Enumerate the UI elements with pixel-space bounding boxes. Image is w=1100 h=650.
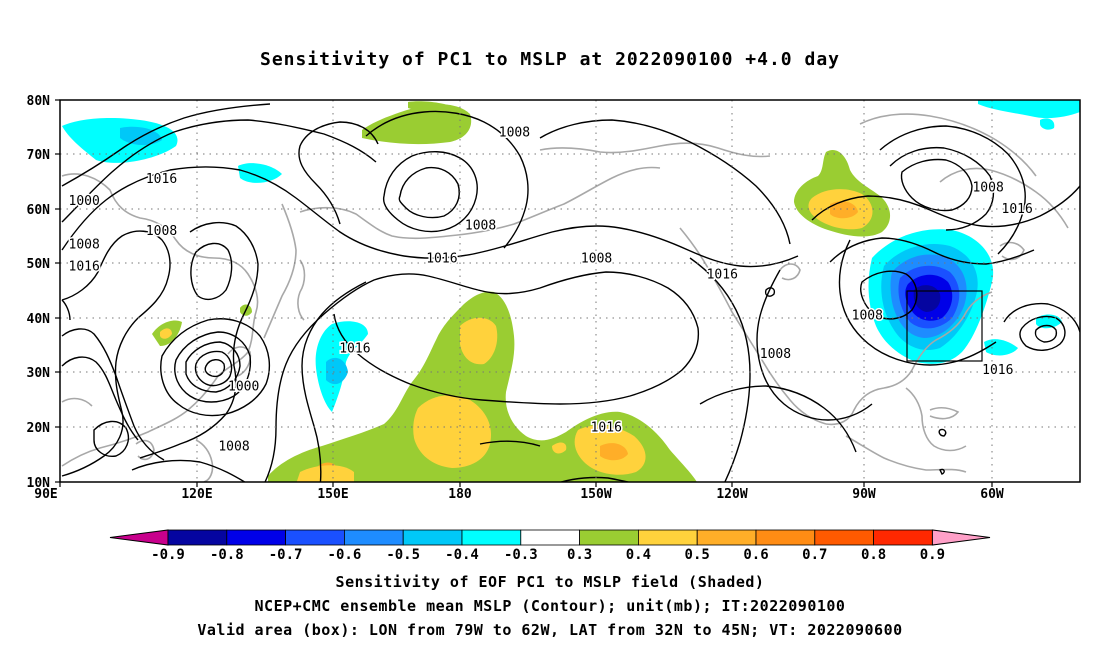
- colorbar-swatch: [520, 529, 580, 546]
- contour-label: 1016: [69, 259, 100, 274]
- colorbar-tick-label: 0.8: [861, 547, 886, 563]
- lon-label: 90E: [34, 487, 57, 502]
- contour-label: 1016: [982, 363, 1013, 378]
- colorbar-high-arrow: [931, 529, 991, 546]
- lat-label: 80N: [27, 94, 51, 109]
- colorbar-tick-label: -0.6: [328, 547, 362, 563]
- colorbar-swatch: [755, 529, 816, 546]
- positive-sensitivity-area: [296, 465, 354, 482]
- contour-label: 1016: [426, 251, 457, 266]
- contour-label: 1016: [146, 172, 177, 187]
- footer-line-2: NCEP+CMC ensemble mean MSLP (Contour); u…: [254, 597, 846, 615]
- valid-area-box: [906, 290, 983, 362]
- sensitivity-shading: [62, 100, 1080, 482]
- colorbar-swatch: [343, 529, 404, 546]
- colorbar-swatch: [461, 529, 522, 546]
- axis-ticks: [55, 99, 993, 487]
- negative-sensitivity-area: [326, 357, 348, 385]
- colorbar-tick-label: 0.9: [920, 547, 945, 563]
- lon-label: 60W: [980, 487, 1004, 502]
- contour-label: 1016: [591, 420, 622, 435]
- map-frame: [59, 99, 1081, 483]
- lat-label: 50N: [27, 257, 51, 272]
- colorbar-tick-label: -0.7: [269, 547, 303, 563]
- colorbar-tick-label: -0.4: [445, 547, 479, 563]
- contour-label: 1000: [228, 380, 259, 395]
- lat-label: 30N: [27, 366, 51, 381]
- colorbar-swatch: [226, 529, 287, 546]
- negative-sensitivity-area: [238, 163, 282, 183]
- negative-sensitivity-area: [978, 100, 1080, 119]
- colorbar-swatch: [873, 529, 933, 546]
- lon-label: 120W: [716, 487, 747, 502]
- colorbar-tick-label: -0.9: [151, 547, 185, 563]
- colorbar-swatch: [402, 529, 463, 546]
- lon-label: 180: [448, 487, 472, 502]
- footer-line-3: Valid area (box): LON from 79W to 62W, L…: [197, 621, 903, 639]
- latitude-labels: 80N 70N 60N 50N 40N 30N 20N 10N: [27, 94, 51, 491]
- lon-label: 150E: [317, 487, 348, 502]
- map-title: Sensitivity of PC1 to MSLP at 2022090100…: [259, 49, 840, 70]
- contour-label: 1008: [499, 126, 530, 141]
- contour-label: 1016: [707, 268, 738, 283]
- lat-lon-grid: [60, 100, 1080, 482]
- positive-sensitivity-area: [830, 201, 858, 219]
- contour-label: 1016: [1079, 295, 1100, 310]
- colorbar-swatch: [167, 529, 228, 546]
- colorbar-low-arrow: [109, 529, 169, 546]
- colorbar-tick-label: 0.6: [743, 547, 768, 563]
- contour-label: 1008: [760, 347, 791, 362]
- negative-sensitivity-area: [1040, 118, 1055, 130]
- lat-label: 20N: [27, 421, 51, 436]
- contour-label: 1000: [69, 194, 100, 209]
- lat-label: 60N: [27, 203, 51, 218]
- contour-label: 1008: [972, 180, 1003, 195]
- contour-label: 1008: [218, 440, 249, 455]
- colorbar-tick-label: -0.3: [504, 547, 538, 563]
- lat-label: 70N: [27, 148, 51, 163]
- positive-sensitivity-area: [362, 104, 472, 145]
- colorbar-tick-label: 0.3: [567, 547, 592, 563]
- colorbar-swatch: [579, 529, 639, 546]
- contour-label: 1016: [1002, 202, 1033, 217]
- negative-sensitivity-area: [984, 339, 1018, 356]
- positive-sensitivity-area: [408, 101, 456, 111]
- colorbar-swatch: [638, 529, 698, 546]
- contour-label: 1008: [465, 219, 496, 234]
- lon-label: 150W: [580, 487, 611, 502]
- coastlines: [61, 113, 1069, 482]
- positive-sensitivity-area: [600, 443, 628, 461]
- colorbar-tick-label: 0.5: [685, 547, 710, 563]
- positive-sensitivity-area: [413, 395, 492, 468]
- lat-label: 10N: [27, 476, 51, 491]
- negative-sensitivity-area: [913, 285, 941, 312]
- colorbar-swatch: [814, 529, 874, 546]
- colorbar-tick-label: -0.5: [386, 547, 420, 563]
- colorbar-tick-label: 0.7: [802, 547, 827, 563]
- mslp-contours: [61, 103, 1080, 482]
- contour-label: 1016: [339, 341, 370, 356]
- positive-sensitivity-area: [160, 328, 172, 339]
- contour-label: 1008: [146, 224, 177, 239]
- colorbar-tick-label: 0.4: [626, 547, 651, 563]
- longitude-labels: 90E 120E 150E 180 150W 120W 90W 60W: [34, 487, 1004, 502]
- colorbar-swatch: [285, 529, 345, 546]
- contour-label: 1008: [581, 251, 612, 266]
- contour-label: 1008: [852, 309, 883, 324]
- lat-label: 40N: [27, 312, 51, 327]
- lon-label: 90W: [852, 487, 876, 502]
- positive-sensitivity-area: [460, 317, 498, 365]
- contour-label: 1008: [69, 238, 100, 253]
- colorbar: -0.9 -0.8 -0.7 -0.6 -0.5 -0.4 -0.3 0.3 0.4 0.5 0.6…: [109, 529, 991, 563]
- colorbar-swatch: [696, 529, 757, 546]
- lon-label: 120E: [181, 487, 212, 502]
- colorbar-tick-label: -0.8: [210, 547, 244, 563]
- positive-sensitivity-area: [552, 442, 567, 454]
- map-plot-area: 1008 1016 1000 1008 1008 1016 1008 1016 1008 1016…: [60, 100, 1100, 482]
- footer-line-1: Sensitivity of EOF PC1 to MSLP field (Sh…: [335, 573, 765, 591]
